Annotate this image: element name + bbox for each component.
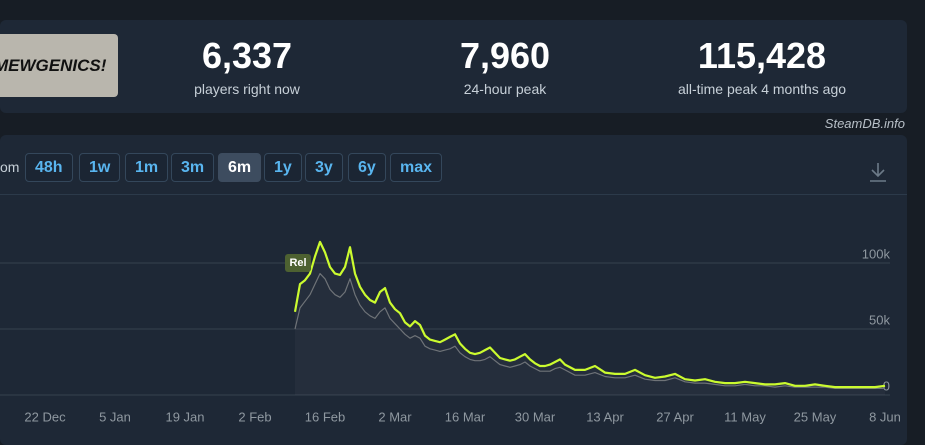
x-tick-label: 5 Jan <box>99 409 131 424</box>
y-tick-label: 0 <box>883 378 890 393</box>
stat-value: 6,337 <box>201 35 293 76</box>
zoom-label: om <box>0 159 20 175</box>
x-tick-label: 11 May <box>724 409 766 424</box>
page: MEWGENICS! 6,337 players right now 7,960 2… <box>0 20 907 445</box>
x-tick-label: 2 Feb <box>238 409 271 424</box>
range-button[interactable]: 1w <box>79 153 121 182</box>
stat: 115,428 all-time peak 4 months ago <box>632 34 892 97</box>
range-button[interactable]: max <box>390 153 443 182</box>
chart: 0 50k 100k 22 Dec 5 Jan 19 Jan 2 Feb 16 Feb 2 Ma… <box>0 240 901 424</box>
x-tick-label: 16 Mar <box>445 409 486 424</box>
x-tick-label: 2 Mar <box>378 409 412 424</box>
range-button[interactable]: 3y <box>305 153 343 182</box>
stat-value: 115,428 <box>697 35 827 76</box>
annotation-label: Rel <box>289 257 306 269</box>
stats-panel: MEWGENICS! 6,337 players right now 7,960 2… <box>0 20 907 113</box>
download-icon[interactable] <box>868 161 888 183</box>
stat: 7,960 24-hour peak <box>375 34 635 97</box>
credit[interactable]: SteamDB.info <box>824 116 905 131</box>
range-button[interactable]: 6m <box>218 153 262 182</box>
stat-label: players right now <box>194 81 300 97</box>
stat-label: all-time peak 4 months ago <box>677 81 847 97</box>
x-tick-label: 16 Feb <box>305 409 345 424</box>
x-tick-label: 30 Mar <box>515 409 556 424</box>
stat: 6,337 players right now <box>117 34 377 97</box>
chart-panel: om 48h 1w 1m 3m 6m 1y 3y 6y max <box>0 135 907 445</box>
series-line <box>294 273 885 389</box>
range-button[interactable]: 3m <box>171 153 215 182</box>
y-tick-label: 100k <box>862 246 891 261</box>
x-tick-label: 22 Dec <box>24 409 66 424</box>
y-tick-label: 50k <box>869 312 890 327</box>
x-tick-label: 27 Apr <box>656 409 694 424</box>
range-button[interactable]: 6y <box>348 153 386 182</box>
stat-label: 24-hour peak <box>463 81 547 97</box>
x-tick-label: 13 Apr <box>586 409 624 424</box>
area <box>295 242 885 395</box>
annotation-box <box>285 254 311 272</box>
x-tick-label: 8 Jun <box>869 409 901 424</box>
range-button[interactable]: 48h <box>25 153 73 182</box>
x-tick-label: 25 May <box>794 409 837 424</box>
range-button[interactable]: 1m <box>125 153 169 182</box>
divider <box>0 194 907 195</box>
x-tick-label: 19 Jan <box>165 409 204 424</box>
range-button[interactable]: 1y <box>264 153 302 182</box>
stat-value: 7,960 <box>459 35 551 76</box>
game-logo[interactable]: MEWGENICS! <box>0 34 118 97</box>
series-line <box>293 240 886 389</box>
